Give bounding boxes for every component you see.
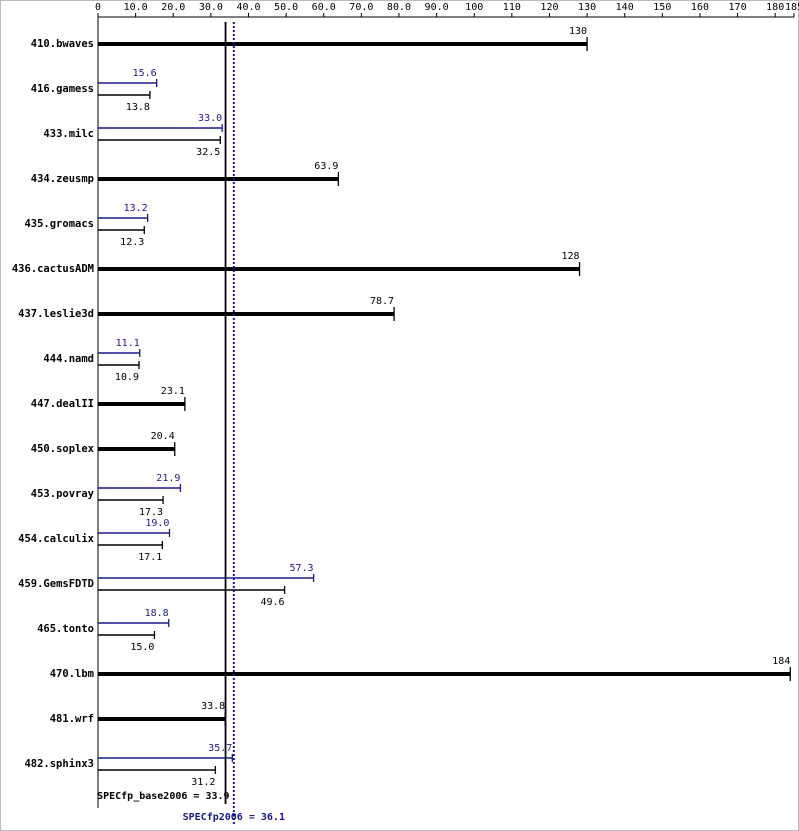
x-tick-label: 40.0	[236, 2, 260, 13]
x-tick-label: 120	[540, 2, 558, 13]
x-tick-label: 140	[616, 2, 634, 13]
value-label: 33.8	[201, 701, 225, 712]
value-label: 184	[772, 656, 790, 667]
x-tick-label: 130	[578, 2, 596, 13]
category-label: 482.sphinx3	[24, 758, 94, 770]
value-label: 19.0	[145, 518, 169, 529]
value-label: 20.4	[151, 431, 175, 442]
value-label: 11.1	[116, 338, 140, 349]
x-tick-label: 150	[653, 2, 671, 13]
value-label: 17.1	[138, 552, 162, 563]
value-label: 63.9	[314, 161, 338, 172]
category-label: 470.lbm	[50, 668, 94, 680]
value-label: 17.3	[139, 507, 163, 518]
x-tick-label: 180	[766, 2, 784, 13]
category-label: 454.calculix	[18, 533, 95, 545]
value-label: 128	[561, 251, 579, 262]
reference-label: SPECfp_base2006 = 33.9	[97, 791, 229, 802]
value-label: 78.7	[370, 296, 394, 307]
category-label: 416.gamess	[31, 83, 94, 95]
value-label: 35.7	[208, 743, 232, 754]
value-label: 12.3	[120, 237, 144, 248]
category-label: 459.GemsFDTD	[18, 578, 94, 590]
category-label: 453.povray	[31, 488, 95, 500]
category-label: 435.gromacs	[24, 218, 94, 230]
category-label: 481.wrf	[50, 713, 94, 725]
category-label: 450.soplex	[31, 443, 95, 455]
category-label: 444.namd	[43, 353, 94, 365]
x-tick-label: 0	[95, 2, 101, 13]
value-label: 130	[569, 26, 587, 37]
category-label: 434.zeusmp	[31, 173, 94, 185]
value-label: 32.5	[196, 147, 220, 158]
category-label: 437.leslie3d	[18, 308, 94, 320]
value-label: 21.9	[156, 473, 180, 484]
x-tick-label: 160	[691, 2, 709, 13]
value-label: 13.8	[126, 102, 150, 113]
value-label: 57.3	[289, 563, 313, 574]
x-tick-label: 110	[503, 2, 521, 13]
x-tick-label: 70.0	[349, 2, 373, 13]
value-label: 18.8	[145, 608, 169, 619]
x-tick-label: 30.0	[199, 2, 223, 13]
value-label: 33.0	[198, 113, 222, 124]
value-label: 49.6	[261, 597, 285, 608]
value-label: 31.2	[191, 777, 215, 788]
x-tick-label: 60.0	[312, 2, 336, 13]
category-label: 436.cactusADM	[12, 263, 94, 275]
x-tick-label: 90.0	[425, 2, 449, 13]
x-tick-label: 10.0	[124, 2, 148, 13]
category-label: 465.tonto	[37, 623, 94, 635]
x-tick-label: 170	[729, 2, 747, 13]
value-label: 13.2	[124, 203, 148, 214]
value-label: 10.9	[115, 372, 139, 383]
reference-label: SPECfp2006 = 36.1	[183, 812, 285, 823]
value-label: 23.1	[161, 386, 185, 397]
x-tick-label: 20.0	[161, 2, 185, 13]
x-tick-label: 50.0	[274, 2, 298, 13]
value-label: 15.0	[130, 642, 154, 653]
x-tick-label: 100	[465, 2, 483, 13]
category-label: 447.dealII	[31, 398, 94, 410]
x-tick-label: 185	[785, 2, 799, 13]
value-label: 15.6	[133, 68, 157, 79]
x-tick-label: 80.0	[387, 2, 411, 13]
category-label: 433.milc	[43, 128, 94, 140]
category-label: 410.bwaves	[31, 38, 94, 50]
